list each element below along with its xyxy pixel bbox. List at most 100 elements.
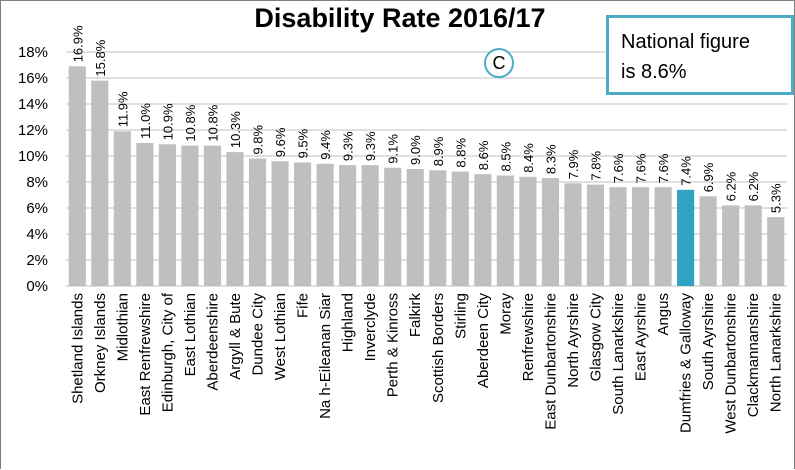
data-label: 5.3% [769, 183, 784, 213]
bar [451, 171, 469, 286]
category-label: South Ayrshire [700, 293, 717, 390]
bar [248, 158, 267, 286]
category-label: Perth & Kinross [385, 293, 402, 397]
category-label: Orkney Islands [92, 293, 109, 393]
bar [294, 162, 312, 286]
data-label: 7.6% [656, 153, 671, 183]
data-label: 8.3% [543, 144, 558, 174]
data-label: 10.3% [228, 111, 243, 148]
y-axis-ticks: 0% 2% 4% 6% 8% 10% 12% 14% 16% 18% [18, 44, 48, 295]
data-label: 6.9% [701, 162, 716, 192]
national-figure-callout: National figure is 8.6% [606, 15, 794, 95]
bar [226, 152, 244, 286]
category-labels: Shetland Islands Orkney Islands Midlothian… [69, 292, 784, 433]
y-tick-label: 0% [26, 278, 48, 295]
data-label: 9.1% [386, 134, 401, 164]
category-label: East Ayrshire [633, 293, 650, 381]
category-label: Dumfries & Galloway [678, 293, 695, 434]
bar [699, 196, 717, 286]
y-tick-label: 2% [26, 252, 48, 269]
data-label: 9.5% [296, 128, 311, 158]
data-label: 7.4% [679, 156, 694, 186]
data-label: 7.9% [566, 149, 581, 179]
bar [271, 161, 289, 286]
category-label: Argyll & Bute [227, 293, 244, 380]
y-tick-label: 4% [26, 226, 48, 243]
bar [631, 187, 650, 286]
category-label: Clackmannanshire [745, 293, 762, 417]
data-label: 7.8% [588, 151, 603, 181]
bar [339, 165, 357, 286]
bar [496, 175, 514, 286]
category-label: Glasgow City [587, 293, 604, 382]
category-label: Midlothian [114, 293, 131, 361]
data-label: 9.3% [341, 131, 356, 161]
y-tick-label: 16% [18, 70, 48, 87]
category-label: Moray [497, 293, 514, 335]
y-tick-label: 12% [18, 122, 48, 139]
data-label: 6.2% [724, 171, 739, 201]
bar [586, 184, 605, 286]
data-label: 15.8% [93, 39, 108, 76]
category-label: Falkirk [407, 293, 424, 338]
category-label: Angus [655, 293, 672, 336]
bar [113, 131, 131, 286]
bars [68, 66, 785, 286]
data-label: 11.0% [138, 103, 153, 139]
category-label: Na h-Eileanan Siar [317, 293, 334, 419]
data-label: 11.9% [115, 91, 130, 127]
category-label: Scottish Borders [430, 293, 447, 403]
category-label: Stirling [452, 293, 469, 339]
bar [654, 187, 672, 286]
callout-line-1: National figure [621, 31, 750, 53]
bar [767, 217, 785, 286]
data-label: 9.0% [408, 135, 423, 165]
category-label: East Lothian [182, 293, 199, 376]
category-label: Inverclyde [362, 293, 379, 361]
bar [158, 144, 176, 286]
y-tick-label: 6% [26, 200, 48, 217]
data-label: 10.8% [183, 104, 198, 141]
bar [722, 205, 740, 286]
category-label: Renfrewshire [520, 293, 537, 381]
bar [541, 178, 559, 286]
category-label: Edinburgh, City of [159, 292, 176, 412]
category-label: East Renfrewshire [137, 293, 154, 416]
bar [474, 174, 492, 286]
data-label: 16.9% [70, 25, 85, 62]
bar [609, 187, 627, 286]
category-label: North Lanarkshire [768, 293, 785, 412]
category-label: West Lothian [272, 293, 289, 380]
chart-title: Disability Rate 2016/17 [254, 3, 545, 33]
bar [677, 189, 695, 286]
data-label: 8.6% [476, 140, 491, 170]
category-label: Shetland Islands [69, 293, 86, 404]
data-label: 9.8% [251, 125, 266, 155]
bar [361, 165, 379, 286]
y-tick-label: 14% [18, 96, 48, 113]
bar [181, 145, 199, 286]
bar [519, 176, 537, 286]
marker-c: C [484, 48, 514, 78]
bar [316, 163, 334, 286]
data-label: 10.9% [160, 103, 175, 140]
data-label: 8.4% [521, 143, 536, 173]
data-label: 7.6% [611, 153, 626, 183]
data-label: 9.3% [363, 131, 378, 161]
data-label: 6.2% [746, 171, 761, 201]
bar [384, 167, 402, 286]
bar [564, 183, 582, 286]
data-label: 8.5% [498, 141, 513, 171]
y-tick-label: 18% [18, 44, 48, 61]
data-label: 7.6% [634, 153, 649, 183]
y-tick-label: 8% [26, 174, 48, 191]
bar [91, 80, 109, 286]
callout-line-2: is 8.6% [621, 61, 687, 83]
data-label: 8.8% [453, 138, 468, 168]
category-label: Aberdeen City [475, 293, 492, 389]
category-label: Aberdeenshire [204, 293, 221, 391]
data-label: 9.6% [273, 127, 288, 157]
bar [744, 205, 762, 286]
